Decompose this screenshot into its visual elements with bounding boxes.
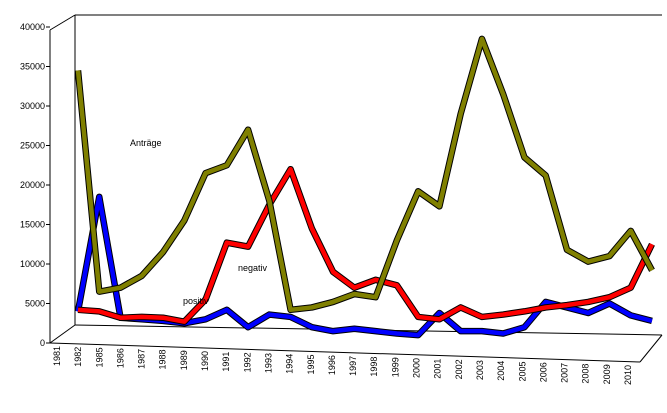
- x-tick-label: 1985: [94, 347, 104, 367]
- x-tick-label: 2006: [538, 362, 548, 382]
- y-tick-label: 15000: [20, 220, 45, 230]
- y-tick-label: 10000: [20, 259, 45, 269]
- series-label: Anträge: [130, 138, 162, 148]
- series-label: negativ: [238, 263, 268, 273]
- x-tick-label: 1991: [221, 352, 231, 372]
- y-tick-label: 0: [40, 338, 45, 348]
- x-tick-label: 1986: [115, 348, 125, 368]
- x-tick-label: 1989: [179, 350, 189, 370]
- x-tick-label: 2005: [517, 361, 527, 381]
- x-tick-label: 2009: [602, 364, 612, 384]
- y-tick-label: 25000: [20, 141, 45, 151]
- y-tick-label: 40000: [20, 22, 45, 32]
- x-tick-label: 1987: [137, 349, 147, 369]
- y-tick-label: 35000: [20, 62, 45, 72]
- series-line: [75, 194, 653, 338]
- series-line-edge: [74, 35, 655, 314]
- x-tick-label: 1995: [306, 354, 316, 374]
- x-tick-label: 1982: [73, 347, 83, 367]
- series-label: positiv: [183, 296, 209, 306]
- x-tick-label: 1996: [327, 355, 337, 375]
- x-tick-label: 2001: [433, 359, 443, 379]
- series-line: [75, 36, 654, 313]
- x-tick-label: 2003: [475, 360, 485, 380]
- x-tick-label: 1999: [390, 357, 400, 377]
- x-tick-label: 2010: [623, 365, 633, 385]
- x-tick-label: 2007: [560, 363, 570, 383]
- x-tick-label: 2002: [454, 359, 464, 379]
- x-tick-label: 1993: [263, 353, 273, 373]
- x-tick-label: 1988: [158, 350, 168, 370]
- y-tick-label: 5000: [25, 299, 45, 309]
- y-tick-label: 20000: [20, 180, 45, 190]
- x-tick-label: 2000: [412, 358, 422, 378]
- x-tick-label: 1990: [200, 351, 210, 371]
- x-tick-label: 1994: [285, 354, 295, 374]
- x-tick-label: 1992: [242, 352, 252, 372]
- x-tick-label: 2004: [496, 361, 506, 381]
- series-line: [77, 166, 655, 324]
- x-tick-label: 1998: [369, 357, 379, 377]
- x-tick-label: 2008: [581, 364, 591, 384]
- x-tick-label: 1981: [52, 346, 62, 366]
- y-tick-label: 30000: [20, 101, 45, 111]
- series-line-edge: [74, 193, 653, 339]
- x-tick-label: 1997: [348, 356, 358, 376]
